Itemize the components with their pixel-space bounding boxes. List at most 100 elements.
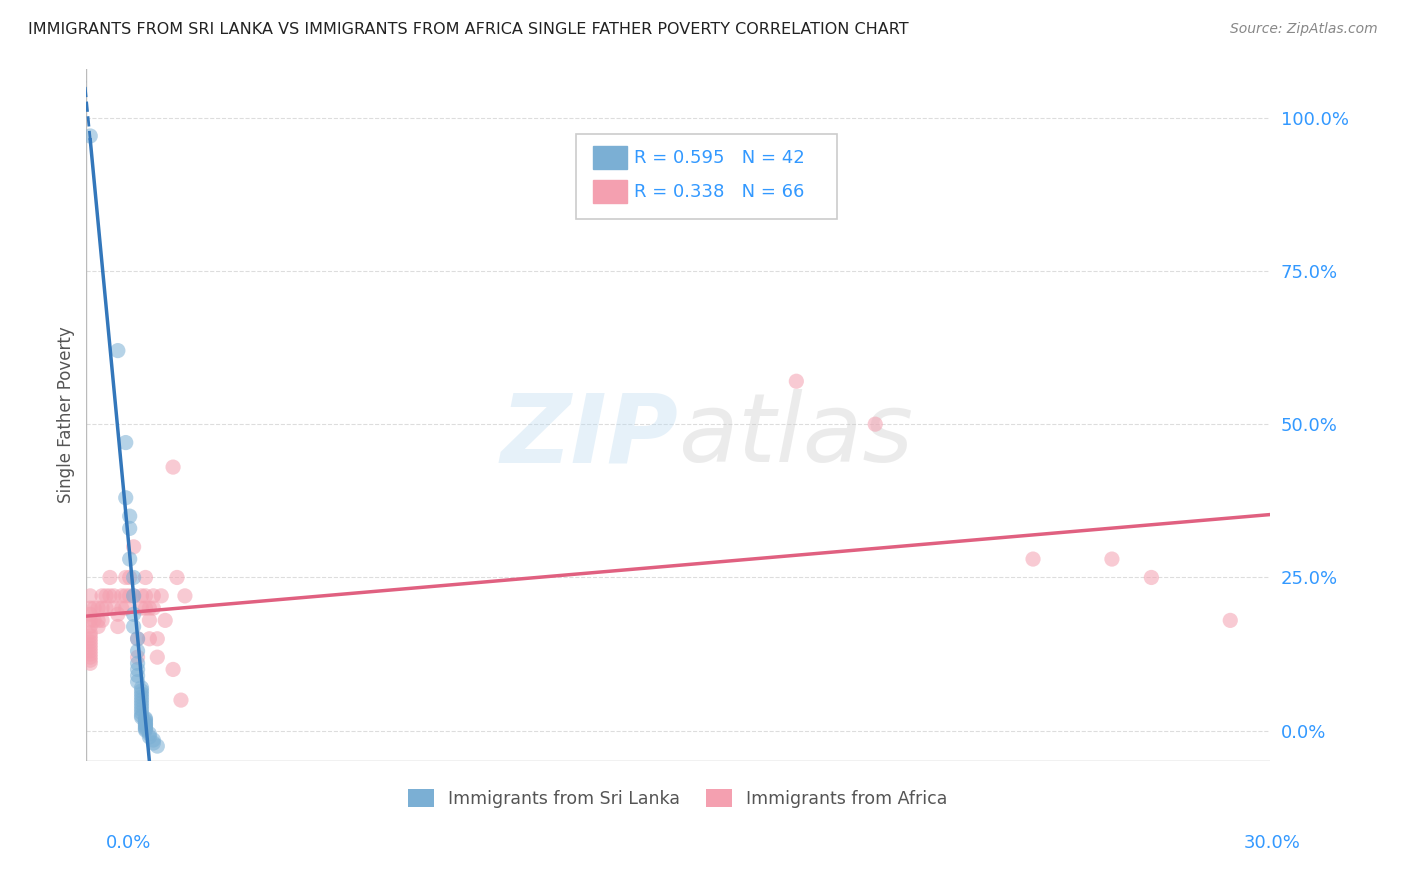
Point	[114, 435, 136, 450]
Point	[79, 629, 101, 643]
Point	[1219, 614, 1241, 628]
Point	[1022, 552, 1045, 566]
Point	[79, 638, 101, 652]
Point	[79, 635, 101, 649]
Point	[142, 736, 165, 750]
Text: Source: ZipAtlas.com: Source: ZipAtlas.com	[1230, 22, 1378, 37]
Point	[98, 589, 121, 603]
Point	[131, 708, 153, 723]
Point	[79, 625, 101, 640]
Point	[127, 674, 149, 689]
Point	[79, 632, 101, 646]
Point	[150, 589, 173, 603]
Point	[134, 714, 156, 729]
Point	[83, 601, 105, 615]
Point	[122, 607, 145, 622]
Point	[134, 719, 156, 733]
Text: 0.0%: 0.0%	[105, 834, 150, 852]
Point	[131, 684, 153, 698]
Point	[142, 589, 165, 603]
Point	[142, 733, 165, 747]
Point	[114, 491, 136, 505]
Point	[118, 570, 141, 584]
Point	[131, 601, 153, 615]
Point	[118, 521, 141, 535]
Point	[79, 657, 101, 671]
Point	[134, 601, 156, 615]
Legend: Immigrants from Sri Lanka, Immigrants from Africa: Immigrants from Sri Lanka, Immigrants fr…	[402, 782, 955, 815]
Point	[865, 417, 887, 432]
Point	[91, 601, 114, 615]
Point	[127, 668, 149, 682]
Point	[174, 589, 197, 603]
Text: R = 0.338   N = 66: R = 0.338 N = 66	[634, 183, 804, 201]
Point	[107, 343, 129, 358]
Point	[131, 699, 153, 714]
Point	[162, 663, 184, 677]
Point	[87, 601, 110, 615]
Point	[94, 601, 117, 615]
Point	[134, 716, 156, 731]
Point	[111, 589, 134, 603]
Point	[103, 601, 125, 615]
Point	[134, 723, 156, 738]
Point	[142, 601, 165, 615]
Point	[91, 614, 114, 628]
Point	[127, 663, 149, 677]
Point	[131, 706, 153, 720]
Point	[146, 632, 169, 646]
Point	[131, 710, 153, 724]
Point	[111, 601, 134, 615]
Point	[79, 644, 101, 658]
Point	[146, 650, 169, 665]
Point	[79, 653, 101, 667]
Point	[87, 619, 110, 633]
Text: R = 0.595   N = 42: R = 0.595 N = 42	[634, 149, 804, 167]
Text: 30.0%: 30.0%	[1244, 834, 1301, 852]
Point	[134, 570, 156, 584]
Y-axis label: Single Father Poverty: Single Father Poverty	[58, 326, 75, 503]
Point	[134, 722, 156, 736]
Point	[131, 702, 153, 716]
Point	[170, 693, 193, 707]
Point	[118, 589, 141, 603]
Point	[114, 589, 136, 603]
Point	[122, 540, 145, 554]
Point	[131, 690, 153, 704]
Point	[1101, 552, 1123, 566]
Point	[122, 589, 145, 603]
Point	[127, 632, 149, 646]
Point	[146, 739, 169, 753]
Text: IMMIGRANTS FROM SRI LANKA VS IMMIGRANTS FROM AFRICA SINGLE FATHER POVERTY CORREL: IMMIGRANTS FROM SRI LANKA VS IMMIGRANTS …	[28, 22, 908, 37]
Point	[127, 632, 149, 646]
Point	[107, 619, 129, 633]
Point	[138, 601, 160, 615]
Point	[118, 552, 141, 566]
Point	[79, 650, 101, 665]
Point	[91, 589, 114, 603]
Point	[79, 607, 101, 622]
Point	[122, 589, 145, 603]
Text: atlas: atlas	[678, 389, 912, 483]
Point	[134, 721, 156, 735]
Point	[79, 640, 101, 655]
Point	[79, 589, 101, 603]
Point	[94, 589, 117, 603]
Point	[162, 460, 184, 475]
Point	[138, 632, 160, 646]
Point	[127, 650, 149, 665]
Point	[138, 730, 160, 744]
Point	[87, 614, 110, 628]
Point	[127, 644, 149, 658]
Point	[131, 681, 153, 695]
Point	[131, 687, 153, 701]
Point	[1140, 570, 1163, 584]
Point	[79, 614, 101, 628]
Point	[107, 607, 129, 622]
Point	[153, 614, 176, 628]
Point	[98, 570, 121, 584]
Point	[134, 589, 156, 603]
Point	[138, 614, 160, 628]
Point	[131, 693, 153, 707]
Point	[79, 128, 101, 143]
